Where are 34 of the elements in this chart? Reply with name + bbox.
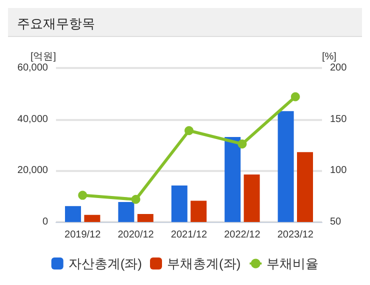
y2-axis-title: [%] [322,52,337,62]
bar [297,152,313,222]
x-tick-label: 2021/12 [170,230,208,240]
x-tick-label: 2020/12 [118,230,154,240]
point [290,92,300,102]
bar [244,174,260,222]
y-tick-label: 20,000 [17,165,48,176]
y2-tick-label: 100 [330,165,348,176]
x-tick-label: 2019/12 [64,230,102,240]
legend-label: 자산총계(좌) [68,256,142,271]
x-tick-label: 2022/12 [224,230,261,240]
y2-tick-label: 50 [330,216,342,228]
bar [118,202,134,222]
point [238,139,247,148]
y-tick-label: 60,000 [17,62,48,74]
point [78,190,88,200]
y2-tick-label: 200 [330,62,348,74]
point [131,194,140,204]
y-axis-title: [억원] [30,52,56,62]
x-tick-label: 2023/12 [277,230,314,240]
y-tick-label: 40,000 [17,114,48,125]
bar [278,111,294,222]
bar [190,200,207,222]
bar [65,206,81,222]
bar [137,214,154,222]
bar [171,186,188,222]
bar [224,137,241,222]
bar [84,214,100,222]
legend-label: 부채총계(좌) [167,256,241,271]
point [184,126,194,136]
y2-tick-label: 150 [330,114,348,125]
y-tick-label: 0 [42,216,48,228]
legend-label: 부채비율 [266,256,319,271]
chart-title: 주요재무항목 [17,16,95,31]
